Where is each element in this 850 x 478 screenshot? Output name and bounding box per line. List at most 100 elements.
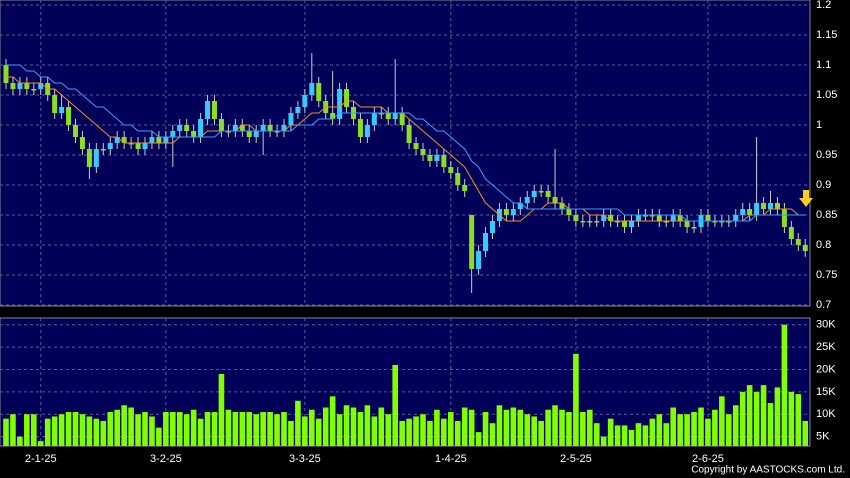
- candle-body: [267, 125, 273, 131]
- volume-bar: [302, 416, 308, 446]
- copyright: Copyright by AASTOCKS.com Ltd.: [691, 465, 845, 476]
- volume-bar: [128, 407, 134, 446]
- volume-bar: [309, 409, 315, 446]
- candle-body: [128, 143, 134, 145]
- candle-body: [656, 215, 662, 221]
- volume-bar: [371, 416, 378, 446]
- candle-body: [594, 221, 600, 223]
- candle-body: [392, 113, 398, 119]
- volume-bar: [454, 420, 461, 446]
- volume-bar: [336, 414, 343, 446]
- candle-body: [163, 137, 169, 143]
- volume-bar: [51, 416, 58, 446]
- candle-body: [38, 83, 44, 89]
- candle-body: [371, 113, 377, 125]
- candle-body: [768, 203, 773, 209]
- volume-bar: [760, 385, 767, 446]
- volume-bar: [211, 411, 218, 446]
- candle-body: [205, 101, 211, 119]
- y-tick-label: 1: [816, 119, 822, 131]
- candle-body: [330, 113, 336, 119]
- candle-body: [31, 89, 37, 91]
- volume-bar: [246, 411, 253, 446]
- candle-body: [608, 215, 614, 221]
- volume-bar: [802, 420, 809, 446]
- candle-body: [281, 125, 287, 131]
- candle-body: [705, 215, 711, 221]
- candle-body: [788, 227, 794, 239]
- candle-body: [378, 113, 384, 115]
- candle-body: [170, 131, 176, 137]
- volume-bar: [260, 411, 266, 446]
- volume-bar: [183, 414, 190, 446]
- candle-body: [316, 83, 322, 101]
- y-tick-label: 1.15: [816, 29, 837, 41]
- candle-body: [566, 209, 572, 215]
- volume-bar: [461, 407, 468, 446]
- volume-bar: [677, 414, 683, 446]
- volume-bar: [726, 414, 732, 446]
- candle-body: [559, 203, 565, 209]
- y-tick-label: 1.1: [816, 59, 831, 71]
- candle-body: [364, 125, 370, 137]
- candle-body: [337, 89, 343, 119]
- volume-bar: [281, 411, 287, 446]
- volume-bar: [100, 420, 107, 446]
- candle-body: [100, 149, 106, 151]
- y-tick-label: 5K: [816, 431, 830, 443]
- volume-bar: [482, 411, 489, 446]
- volume-bar: [746, 385, 753, 446]
- volume-bar: [420, 414, 426, 446]
- volume-bar: [552, 405, 558, 446]
- volume-bar: [510, 407, 517, 446]
- volume-bar: [322, 407, 329, 446]
- volume-bar: [274, 414, 280, 446]
- candle-body: [441, 155, 447, 167]
- candle-body: [413, 143, 419, 149]
- volume-bar: [65, 411, 72, 446]
- ma-line: [6, 64, 806, 222]
- volume-bar: [698, 407, 704, 446]
- candle-body: [552, 197, 558, 203]
- candle-body: [114, 137, 120, 143]
- volume-bar: [524, 414, 531, 446]
- candle-body: [510, 209, 516, 215]
- volume-bar: [781, 324, 788, 446]
- plot-layer: 0.7 0.75 0.8 0.85 0.9 0.95 1 1.05 1.1 1.15 1.2 5K 10…: [0, 0, 837, 465]
- volume-bar: [774, 387, 781, 446]
- candle-body: [107, 143, 113, 149]
- volume-bar: [468, 409, 475, 446]
- volume-bar: [753, 391, 760, 446]
- y-tick-label: 1.05: [816, 89, 837, 101]
- volume-bar: [475, 432, 482, 446]
- volume-bar: [253, 414, 259, 446]
- candle-body: [149, 137, 155, 143]
- ma-line: [6, 76, 806, 222]
- candle-body: [344, 89, 350, 107]
- candle-body: [24, 83, 30, 89]
- candle-body: [503, 209, 509, 215]
- candle-body: [260, 125, 266, 131]
- volume-bar: [239, 411, 246, 446]
- candle-body: [142, 143, 148, 149]
- candle-body: [642, 215, 648, 217]
- candle-body: [156, 137, 162, 143]
- volume-bar: [441, 418, 447, 446]
- volume-bar: [732, 405, 739, 446]
- candle-body: [545, 191, 551, 197]
- x-tick-label: 2-5-25: [560, 453, 592, 465]
- volume-bar: [496, 405, 503, 446]
- volume-bar: [705, 418, 711, 446]
- candle-body: [677, 215, 683, 221]
- volume-bar: [434, 409, 440, 446]
- y-tick-label: 0.7: [816, 299, 831, 311]
- volume-bar: [600, 436, 607, 446]
- volume-bar: [489, 423, 496, 446]
- volume-bar: [670, 407, 676, 446]
- volume-bar: [72, 411, 79, 446]
- volume-bar: [739, 391, 746, 446]
- candle-body: [587, 221, 593, 223]
- y-tick-label: 1.2: [816, 0, 831, 11]
- volume-bar: [232, 411, 239, 446]
- candle-body: [719, 221, 725, 223]
